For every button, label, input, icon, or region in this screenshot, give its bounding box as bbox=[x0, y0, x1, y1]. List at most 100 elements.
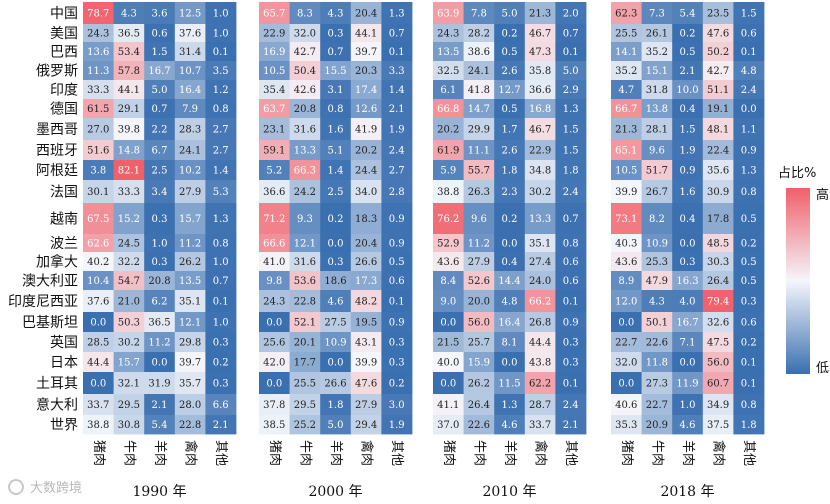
heatmap-cell bbox=[641, 99, 673, 119]
cell-value: 0.7 bbox=[328, 47, 344, 58]
heatmap-cell bbox=[381, 271, 413, 291]
cell-value: 2.9 bbox=[563, 85, 579, 96]
cell-value: 0.8 bbox=[741, 400, 757, 411]
cell-value: 33.3 bbox=[118, 187, 140, 198]
heatmap-cell bbox=[144, 352, 176, 373]
cell-value: 35.8 bbox=[529, 66, 551, 77]
cell-value: 2.1 bbox=[563, 420, 579, 431]
heatmap-cell bbox=[672, 372, 704, 395]
cell-value: 30.9 bbox=[707, 187, 729, 198]
cell-value: 21.3 bbox=[615, 125, 637, 136]
cell-value: 53.6 bbox=[294, 276, 316, 287]
heatmap-cell bbox=[289, 180, 321, 204]
cell-value: 43.1 bbox=[355, 338, 377, 349]
cell-value: 0.3 bbox=[389, 338, 405, 349]
heatmap-cell bbox=[433, 252, 464, 272]
cell-value: 30.2 bbox=[118, 338, 140, 349]
heatmap-cell bbox=[463, 118, 495, 141]
heatmap-cell bbox=[463, 80, 495, 100]
heatmap-cell bbox=[672, 252, 704, 272]
heatmap-cell bbox=[83, 24, 114, 43]
cell-value: 4.6 bbox=[680, 420, 696, 431]
heatmap-cell bbox=[611, 160, 642, 181]
cell-value: 32.1 bbox=[118, 379, 140, 390]
heatmap-cell bbox=[350, 160, 382, 181]
watermark-logo-icon bbox=[8, 479, 24, 495]
cell-value: 0.3 bbox=[680, 257, 696, 268]
heatmap-cell bbox=[702, 118, 734, 141]
heatmap-cell bbox=[83, 290, 114, 313]
cell-value: 24.0 bbox=[529, 276, 551, 287]
heatmap-cell bbox=[555, 24, 587, 43]
cell-value: 27.9 bbox=[468, 257, 490, 268]
cell-value: 76.2 bbox=[437, 214, 459, 225]
cell-value: 11.9 bbox=[676, 379, 698, 390]
cell-value: 35.7 bbox=[179, 379, 201, 390]
cell-value: 0.8 bbox=[213, 104, 229, 115]
heatmap-cell bbox=[433, 180, 464, 204]
cell-value: 9.6 bbox=[471, 214, 487, 225]
cell-value: 2.7 bbox=[213, 125, 229, 136]
heatmap-cell bbox=[174, 24, 206, 43]
cell-value: 0.0 bbox=[440, 318, 456, 329]
cell-value: 15.7 bbox=[179, 214, 201, 225]
heatmap-cell bbox=[555, 234, 587, 253]
heatmap-cell bbox=[494, 352, 526, 373]
heatmap-cell bbox=[463, 24, 495, 43]
cell-value: 13.3 bbox=[294, 146, 316, 157]
cell-value: 0.1 bbox=[389, 47, 405, 58]
cell-value: 0.2 bbox=[741, 239, 757, 250]
cell-value: 22.9 bbox=[529, 146, 551, 157]
heatmap-cell bbox=[320, 415, 352, 435]
cell-value: 22.4 bbox=[707, 146, 729, 157]
heatmap-cell bbox=[463, 234, 495, 253]
cell-value: 29.1 bbox=[118, 104, 140, 115]
heatmap-cell bbox=[733, 290, 765, 313]
heatmap-cell bbox=[144, 2, 176, 25]
cell-value: 1.5 bbox=[563, 125, 579, 136]
cell-value: 27.5 bbox=[324, 318, 346, 329]
heatmap-cell bbox=[433, 99, 464, 119]
heatmap-cell bbox=[555, 290, 587, 313]
heatmap-cell bbox=[259, 80, 290, 100]
heatmap-cell bbox=[733, 312, 765, 333]
heatmap-cell bbox=[350, 394, 382, 416]
meat-type-label: 禽肉 bbox=[711, 440, 727, 466]
cell-value: 22.9 bbox=[263, 29, 285, 40]
heatmap-cell bbox=[672, 80, 704, 100]
cell-value: 1.4 bbox=[389, 85, 405, 96]
cell-value: 48.1 bbox=[707, 125, 729, 136]
heatmap-cell bbox=[433, 203, 464, 235]
country-label: 越南 bbox=[50, 212, 78, 228]
cell-value: 38.6 bbox=[468, 47, 490, 58]
cell-value: 0.9 bbox=[389, 214, 405, 225]
cell-value: 23.1 bbox=[263, 125, 285, 136]
heatmap-cell bbox=[733, 99, 765, 119]
heatmap-cell bbox=[174, 160, 206, 181]
cell-value: 56.0 bbox=[707, 358, 729, 369]
heatmap-cell bbox=[144, 42, 176, 62]
heatmap-cell bbox=[381, 352, 413, 373]
cell-value: 47.6 bbox=[707, 29, 729, 40]
cell-value: 1.4 bbox=[328, 166, 344, 177]
heatmap-cell bbox=[289, 42, 321, 62]
cell-value: 6.6 bbox=[213, 400, 229, 411]
heatmap-cell bbox=[83, 160, 114, 181]
cell-value: 19.1 bbox=[707, 104, 729, 115]
heatmap-cell bbox=[350, 2, 382, 25]
heatmap-cell bbox=[289, 118, 321, 141]
heatmap-cell bbox=[113, 118, 145, 141]
cell-value: 11.2 bbox=[468, 239, 490, 250]
heatmap-cell bbox=[289, 252, 321, 272]
cell-value: 38.8 bbox=[87, 420, 109, 431]
heatmap-cell bbox=[381, 372, 413, 395]
heatmap-cell bbox=[144, 332, 176, 353]
heatmap-cell bbox=[433, 415, 464, 435]
cell-value: 50.2 bbox=[707, 47, 729, 58]
heatmap-cell bbox=[524, 332, 556, 353]
cell-value: 0.7 bbox=[563, 29, 579, 40]
heatmap-cell bbox=[555, 332, 587, 353]
heatmap-cell bbox=[611, 2, 642, 25]
heatmap-cell bbox=[350, 99, 382, 119]
cell-value: 35.4 bbox=[263, 85, 285, 96]
